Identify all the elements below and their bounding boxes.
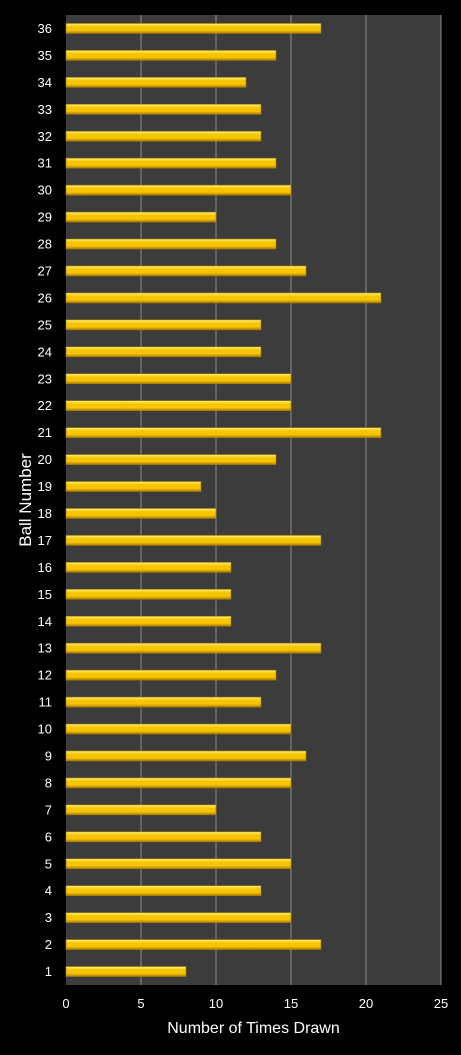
bar-ball-24 <box>65 346 262 358</box>
y-tick-label: 19 <box>38 479 52 494</box>
bar-ball-22 <box>65 400 292 411</box>
bar-ball-27 <box>65 265 307 277</box>
x-axis-title: Number of Times Drawn <box>167 1020 340 1037</box>
y-tick-label: 17 <box>38 533 52 548</box>
y-tick-labels: 1234567891011121314151617181920212223242… <box>38 21 52 979</box>
bar-ball-4 <box>65 885 262 896</box>
gridlines <box>140 15 442 985</box>
y-tick-label: 27 <box>38 263 52 278</box>
bar-ball-33 <box>65 104 262 115</box>
bar-ball-3 <box>65 912 292 923</box>
bar-ball-28 <box>65 238 277 250</box>
y-tick-label: 9 <box>45 748 52 763</box>
y-tick-label: 5 <box>45 856 52 871</box>
x-tick-label: 0 <box>62 996 69 1011</box>
bar-ball-36 <box>65 23 322 34</box>
y-tick-label: 31 <box>38 156 52 171</box>
y-tick-label: 2 <box>45 937 52 952</box>
bar-ball-13 <box>65 642 322 654</box>
x-tick-label: 25 <box>434 996 448 1011</box>
bar-ball-9 <box>65 750 307 762</box>
y-tick-label: 23 <box>38 371 52 386</box>
bar-ball-30 <box>65 184 292 196</box>
bar-ball-5 <box>65 858 292 870</box>
plot-area <box>66 15 441 985</box>
y-tick-label: 11 <box>39 695 53 710</box>
y-tick-label: 6 <box>45 829 52 844</box>
x-tick-label: 5 <box>137 996 144 1011</box>
bar-ball-8 <box>65 777 292 789</box>
x-tick-labels: 0 5 10 15 20 25 <box>62 996 448 1011</box>
bar-ball-6 <box>65 831 262 843</box>
bar-ball-20 <box>65 454 277 465</box>
bar-ball-31 <box>65 157 277 169</box>
y-tick-label: 36 <box>38 21 52 36</box>
y-tick-label: 14 <box>38 614 52 629</box>
bar-ball-21 <box>65 427 382 438</box>
y-tick-label: 18 <box>38 506 52 521</box>
bar-ball-32 <box>65 130 262 142</box>
y-tick-label: 7 <box>45 802 52 817</box>
y-tick-label: 25 <box>38 317 52 332</box>
y-tick-label: 20 <box>38 452 52 467</box>
y-tick-label: 8 <box>45 775 52 790</box>
x-tick-label: 20 <box>359 996 373 1011</box>
y-tick-label: 22 <box>38 398 52 413</box>
bar-ball-35 <box>65 50 277 61</box>
bar-ball-25 <box>65 319 262 331</box>
x-tick-label: 10 <box>209 996 223 1011</box>
y-tick-label: 33 <box>38 102 52 117</box>
y-tick-label: 30 <box>38 183 52 198</box>
bar-ball-18 <box>65 508 217 519</box>
bar-ball-11 <box>65 696 262 708</box>
bar-ball-1 <box>65 966 187 977</box>
y-tick-label: 29 <box>38 210 52 225</box>
y-tick-label: 21 <box>38 425 52 440</box>
y-tick-label: 28 <box>38 237 52 252</box>
bar-ball-16 <box>65 562 232 573</box>
bar-ball-34 <box>65 77 247 88</box>
y-tick-label: 3 <box>45 910 52 925</box>
bar-ball-10 <box>65 723 292 735</box>
bar-ball-7 <box>65 804 217 816</box>
bars <box>65 23 382 977</box>
bar-ball-2 <box>65 939 322 950</box>
bar-ball-17 <box>65 535 322 546</box>
y-tick-label: 26 <box>38 290 52 305</box>
y-tick-label: 35 <box>38 48 52 63</box>
bar-ball-26 <box>65 292 382 304</box>
y-tick-label: 34 <box>38 75 52 90</box>
y-tick-label: 12 <box>38 668 52 683</box>
y-tick-label: 32 <box>38 129 52 144</box>
y-axis-title: Ball Number <box>16 453 35 547</box>
y-tick-label: 15 <box>38 587 52 602</box>
bar-ball-23 <box>65 373 292 385</box>
bar-ball-29 <box>65 211 217 223</box>
bar-ball-15 <box>65 589 232 600</box>
y-tick-label: 16 <box>38 560 52 575</box>
y-tick-label: 1 <box>45 964 52 979</box>
bar-ball-19 <box>65 481 202 492</box>
y-tick-label: 13 <box>38 641 52 656</box>
bar-ball-12 <box>65 669 277 681</box>
y-tick-label: 10 <box>38 722 52 737</box>
bar-ball-14 <box>65 615 232 627</box>
x-tick-label: 15 <box>284 996 298 1011</box>
y-tick-label: 4 <box>45 883 52 898</box>
y-tick-label: 24 <box>38 344 52 359</box>
